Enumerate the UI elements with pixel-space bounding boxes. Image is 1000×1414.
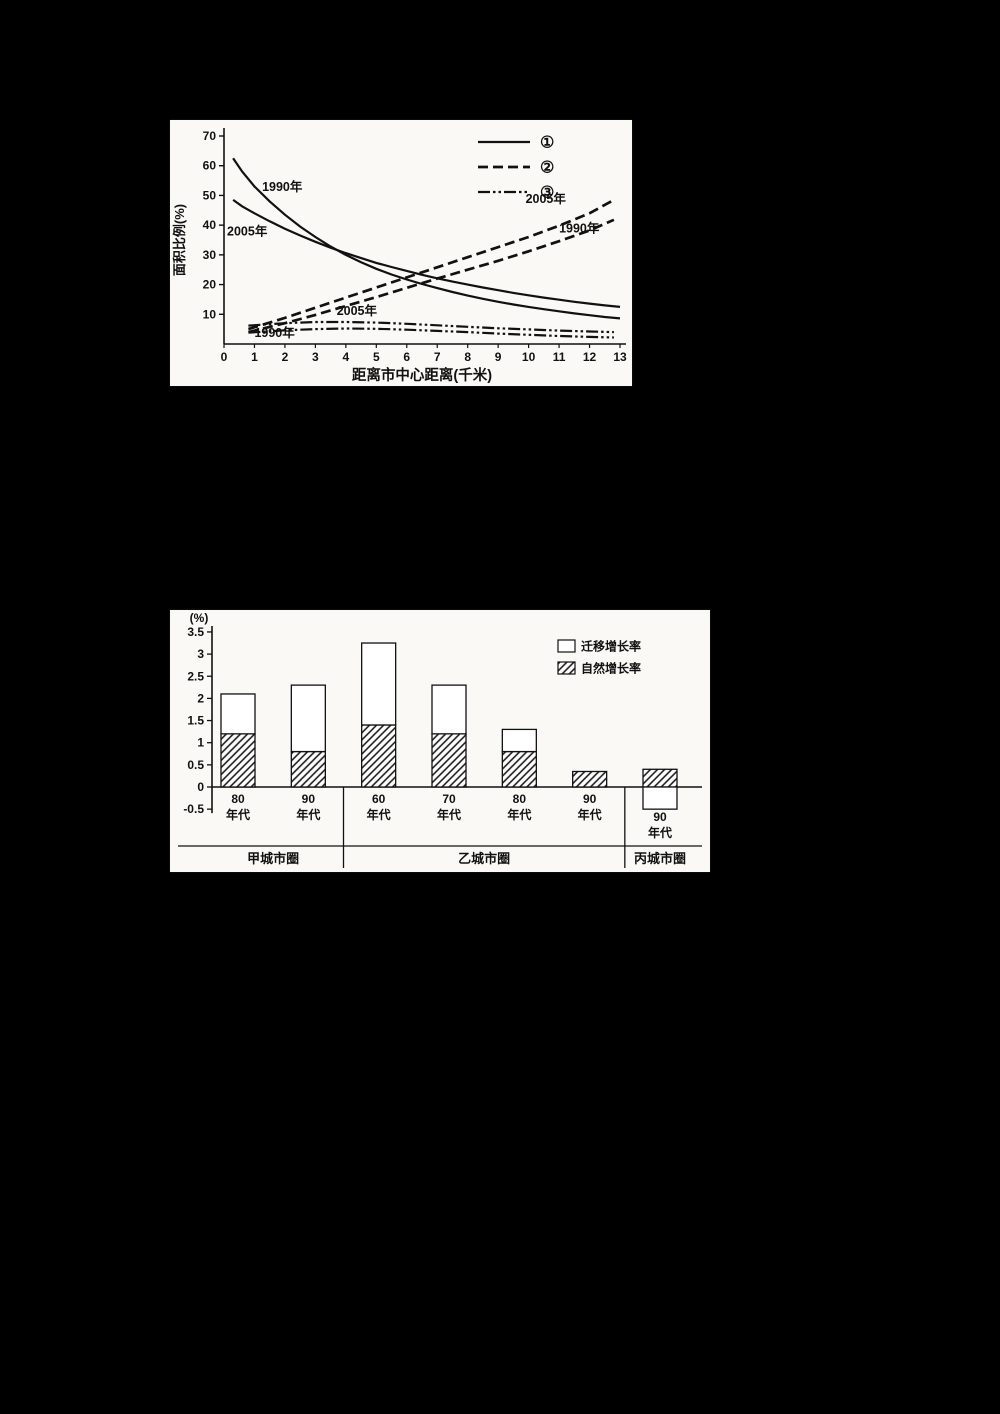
y-tick-label: 0 (197, 780, 204, 794)
bar-migration-growth-negative (642, 786, 678, 810)
category-decade-label: 90 (583, 792, 597, 806)
category-decade-label: 年代 (578, 807, 602, 822)
bar-migration-growth (290, 684, 326, 753)
curve-year-annotation: 1990年 (262, 179, 303, 194)
x-tick-label: 12 (583, 350, 597, 364)
y-tick-label: 60 (203, 159, 217, 173)
y-tick-label: 70 (203, 129, 217, 143)
x-tick-label: 6 (403, 350, 410, 364)
curve-year-annotation: 1990年 (559, 221, 600, 236)
bar-chart-panel: -0.5 0 0.5 1 1.5 2 2.5 3 3.5 (%) 80 年代 90 年代 60 年代 70 年代 8… (170, 610, 710, 872)
series-line3-2005 (248, 320, 614, 334)
x-tick-label: 3 (312, 350, 319, 364)
y-tick-label: 10 (203, 307, 217, 321)
bar-natural-growth (501, 750, 537, 788)
category-decade-label: 年代 (226, 807, 250, 822)
x-tick-label: 0 (221, 350, 228, 364)
legend-label: 迁移增长率 (581, 639, 641, 654)
legend-label: ① (540, 135, 554, 152)
y-tick-label: 1 (197, 736, 204, 750)
curve-year-annotation: 1990年 (254, 325, 295, 340)
category-decade-label: 年代 (367, 807, 391, 822)
bar-migration-growth (361, 642, 397, 726)
y-tick-label: 1.5 (187, 714, 204, 728)
bar-migration-growth (431, 684, 467, 735)
y-tick-label: 2 (197, 691, 204, 705)
bar-natural-growth (220, 733, 256, 788)
group-label: 丙城市圈 (634, 851, 686, 866)
category-decade-label: 年代 (296, 807, 320, 822)
y-tick-label: 20 (203, 278, 217, 292)
line-chart-panel: 10 20 30 40 50 60 70 0 1 2 3 4 5 6 7 8 9 10 11 12 13 1990年 200… (170, 120, 632, 386)
bar-natural-growth (290, 750, 326, 788)
legend-label: ② (540, 160, 554, 177)
category-decade-label: 70 (442, 792, 456, 806)
legend-swatch-hatch (557, 661, 576, 675)
bar-natural-growth (431, 733, 467, 788)
y-tick-label: 0.5 (187, 758, 204, 772)
category-decade-label: 90 (302, 792, 316, 806)
x-tick-label: 5 (373, 350, 380, 364)
bar-natural-growth (361, 724, 397, 788)
y-tick-label: 30 (203, 248, 217, 262)
series-line2-2005 (248, 198, 615, 331)
y-tick-label: 3.5 (187, 625, 204, 639)
category-decade-label: 80 (231, 792, 245, 806)
bar-chart: -0.500.511.522.533.5(%)80年代90年代60年代70年代8… (178, 611, 702, 868)
group-label: 乙城市圈 (458, 851, 510, 866)
bar-natural-growth (572, 770, 608, 788)
category-decade-label: 90 (653, 810, 667, 824)
y-tick-label: -0.5 (183, 802, 204, 816)
y-tick-label: 50 (203, 188, 217, 202)
legend-swatch-white (557, 639, 576, 653)
bar-migration-growth (501, 728, 537, 753)
legend-label: ③ (540, 185, 554, 202)
y-axis-label: (%) (190, 611, 209, 625)
category-decade-label: 年代 (507, 807, 531, 822)
x-tick-label: 4 (343, 350, 350, 364)
y-tick-label: 3 (197, 647, 204, 661)
series-line3-1990 (248, 327, 614, 339)
x-tick-label: 10 (522, 350, 536, 364)
legend-label: 自然增长率 (581, 661, 641, 676)
x-tick-label: 11 (553, 350, 566, 364)
category-decade-label: 年代 (437, 807, 461, 822)
group-label: 甲城市圈 (247, 851, 299, 866)
x-tick-label: 2 (282, 350, 289, 364)
series-line2-1990 (248, 218, 615, 334)
curve-year-annotation: 2005年 (337, 303, 378, 318)
curve-year-annotation: 2005年 (526, 191, 567, 206)
y-tick-label: 2.5 (187, 669, 204, 683)
bar-migration-growth (220, 693, 256, 735)
x-tick-label: 7 (434, 350, 441, 364)
y-axis-label: 面积比例(%) (172, 204, 187, 276)
category-decade-label: 80 (513, 792, 527, 806)
category-decade-label: 年代 (648, 825, 672, 840)
x-tick-label: 8 (464, 350, 471, 364)
bar-natural-growth (642, 768, 678, 788)
series-line1-2005 (232, 199, 621, 308)
curve-year-annotation: 2005年 (227, 224, 268, 239)
category-decade-label: 60 (372, 792, 386, 806)
y-tick-label: 40 (203, 218, 217, 232)
x-tick-label: 1 (251, 350, 258, 364)
x-tick-label: 9 (495, 350, 502, 364)
x-axis-label: 距离市中心距离(千米) (352, 366, 492, 384)
x-tick-label: 13 (613, 350, 627, 364)
